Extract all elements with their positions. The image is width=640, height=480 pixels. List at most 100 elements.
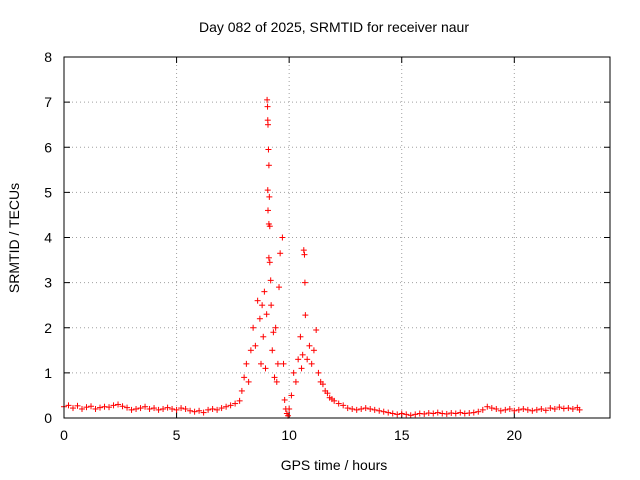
data-point <box>79 405 86 412</box>
data-point <box>187 407 194 414</box>
data-point <box>146 405 153 412</box>
data-point <box>389 410 396 417</box>
data-point <box>556 404 563 411</box>
data-point <box>297 333 304 340</box>
data-point <box>421 410 428 417</box>
data-point <box>301 251 308 258</box>
data-point <box>264 103 271 110</box>
data-point <box>319 381 326 388</box>
data-point <box>434 409 441 416</box>
data-point <box>209 405 216 412</box>
data-point <box>223 403 230 410</box>
data-point <box>324 390 331 397</box>
data-point <box>520 405 527 412</box>
data-point <box>304 356 311 363</box>
data-point <box>276 284 283 291</box>
data-point <box>511 407 518 414</box>
data-point <box>362 405 369 412</box>
data-point <box>236 397 243 404</box>
data-point <box>247 347 254 354</box>
data-point <box>264 207 271 214</box>
data-point <box>529 407 536 414</box>
data-point <box>196 407 203 414</box>
y-tick-label: 1 <box>44 365 52 381</box>
data-point <box>265 162 272 169</box>
data-point <box>151 405 158 412</box>
data-point <box>407 412 414 419</box>
x-axis-label: GPS time / hours <box>281 457 388 473</box>
data-point <box>335 400 342 407</box>
data-point <box>290 369 297 376</box>
data-point <box>260 333 267 340</box>
data-point <box>252 342 259 349</box>
data-point <box>542 407 549 414</box>
data-point <box>182 405 189 412</box>
data-point <box>298 365 305 372</box>
data-point <box>315 369 322 376</box>
data-point <box>97 404 104 411</box>
data-point <box>267 277 274 284</box>
data-point <box>506 405 513 412</box>
x-tick-label: 10 <box>281 427 297 443</box>
data-point <box>264 96 271 103</box>
data-point <box>265 146 272 153</box>
y-tick-label: 2 <box>44 320 52 336</box>
data-point <box>265 254 272 261</box>
data-point <box>538 405 545 412</box>
data-point <box>488 405 495 412</box>
data-point <box>475 408 482 415</box>
data-point <box>443 410 450 417</box>
data-point <box>83 404 90 411</box>
data-point <box>160 405 167 412</box>
data-point <box>164 404 171 411</box>
data-point <box>106 404 113 411</box>
data-point <box>280 360 287 367</box>
data-point <box>227 402 234 409</box>
data-point <box>173 406 180 413</box>
data-point <box>301 279 308 286</box>
data-point <box>214 406 221 413</box>
data-point <box>264 187 271 194</box>
data-point <box>300 247 307 254</box>
data-point <box>124 404 131 411</box>
data-point <box>178 405 185 412</box>
data-point <box>470 409 477 416</box>
data-point <box>279 234 286 241</box>
data-point <box>569 405 576 412</box>
x-tick-label: 15 <box>394 427 410 443</box>
data-point <box>331 397 338 404</box>
data-point <box>273 378 280 385</box>
data-point <box>344 405 351 412</box>
data-point <box>479 406 486 413</box>
data-point <box>115 401 122 408</box>
data-point <box>349 405 356 412</box>
data-point <box>232 400 239 407</box>
data-point <box>403 411 410 418</box>
data-point <box>430 410 437 417</box>
data-point <box>367 405 374 412</box>
data-point <box>515 406 522 413</box>
x-tick-label: 0 <box>60 427 68 443</box>
data-point <box>398 410 405 417</box>
data-point <box>264 121 271 128</box>
data-point <box>254 297 261 304</box>
data-point <box>238 387 245 394</box>
data-point <box>191 408 198 415</box>
x-tick-label: 20 <box>507 427 523 443</box>
data-point <box>292 378 299 385</box>
data-point <box>274 360 281 367</box>
data-point <box>218 405 225 412</box>
data-point <box>155 406 162 413</box>
data-point <box>295 356 302 363</box>
data-point <box>269 347 276 354</box>
y-tick-label: 0 <box>44 410 52 426</box>
data-point <box>65 402 72 409</box>
data-point <box>241 374 248 381</box>
plot-frame <box>63 56 611 419</box>
data-point <box>268 302 275 309</box>
y-axis-label: SRMTID / TECUs <box>6 183 22 293</box>
x-tick-label: 5 <box>173 427 181 443</box>
data-point <box>412 411 419 418</box>
data-point <box>74 402 81 409</box>
data-point <box>310 347 317 354</box>
